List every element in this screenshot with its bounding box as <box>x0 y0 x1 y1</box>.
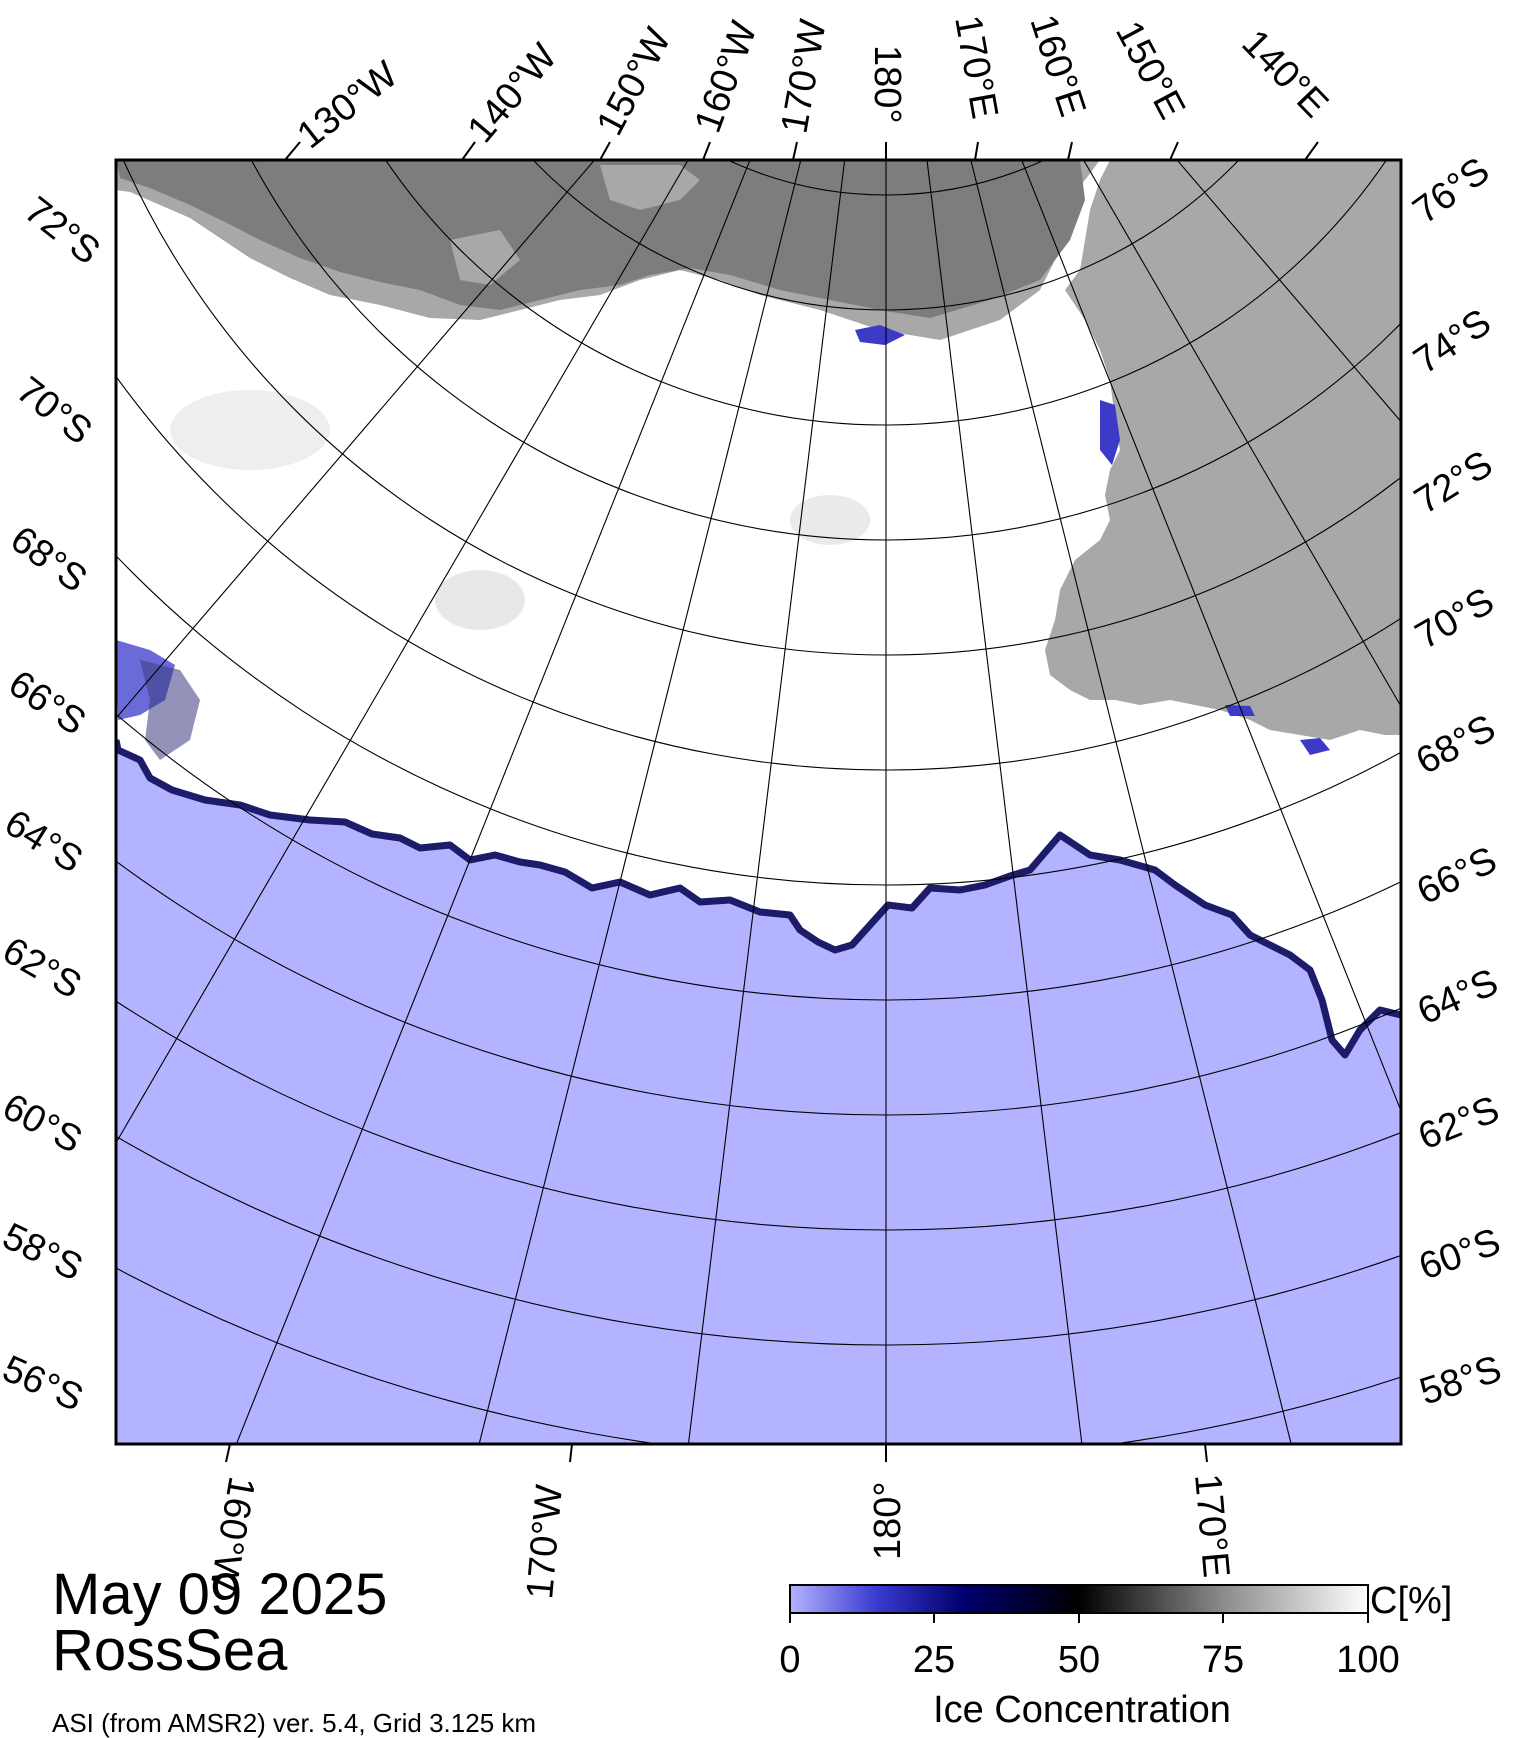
lat-label: 62°S <box>1413 1088 1506 1158</box>
lon-label: 150°E <box>1107 15 1193 127</box>
lat-label: 58°S <box>1415 1348 1507 1414</box>
colorbar: C[%] 0 25 50 75 100 Ice Concentration <box>779 1580 1452 1731</box>
polynya <box>1225 705 1255 716</box>
ice-texture <box>790 495 870 545</box>
colorbar-tick-label: 75 <box>1202 1639 1244 1681</box>
left-latitude-labels: 72°S 70°S 68°S 66°S 64°S 62°S 60°S 58°S … <box>0 189 108 1420</box>
lat-label: 68°S <box>3 518 95 601</box>
map-frame <box>114 158 1403 1446</box>
data-source: ASI (from AMSR2) ver. 5.4, Grid 3.125 km <box>52 1708 537 1738</box>
lon-label: 130°W <box>290 53 406 157</box>
lat-label: 60°S <box>0 1086 89 1162</box>
colorbar-tick-label: 25 <box>913 1639 955 1681</box>
map-region: RossSea <box>52 1618 288 1683</box>
lon-label: 180° <box>867 1481 909 1560</box>
lat-label: 72°S <box>1408 443 1500 523</box>
lat-label: 58°S <box>0 1215 89 1289</box>
colorbar-gradient <box>789 1584 1369 1614</box>
lon-label: 170°W <box>519 1483 571 1601</box>
right-latitude-labels: 76°S 74°S 72°S 70°S 68°S 66°S 64°S 62°S … <box>1406 150 1507 1414</box>
lon-label: 160°E <box>1021 10 1093 122</box>
lat-label: 76°S <box>1406 150 1498 233</box>
lat-label: 66°S <box>1 663 93 744</box>
lat-label: 64°S <box>1412 961 1505 1033</box>
lon-label: 140°W <box>460 36 566 151</box>
ice-texture <box>435 570 525 630</box>
colorbar-tick-label: 0 <box>779 1639 800 1681</box>
colorbar-tick-label: 100 <box>1336 1639 1399 1681</box>
frame-ticks <box>225 141 1319 1463</box>
lon-label: 180° <box>866 45 908 124</box>
colorbar-unit: C[%] <box>1370 1580 1452 1622</box>
lat-label: 74°S <box>1407 301 1499 382</box>
lat-label: 60°S <box>1414 1221 1506 1289</box>
lon-label: 150°W <box>589 21 680 142</box>
ross-ice-shelf <box>116 160 1085 318</box>
lat-label: 70°S <box>8 369 99 453</box>
polynya <box>855 325 905 345</box>
marginal-ice-zone <box>140 660 200 760</box>
polynya <box>1100 400 1120 465</box>
lat-label: 72°S <box>16 189 107 273</box>
land-patch <box>450 230 520 285</box>
polynya <box>1300 738 1330 755</box>
lon-label: 170°W <box>774 16 835 136</box>
ice-texture <box>170 390 330 470</box>
lat-label: 64°S <box>0 802 90 882</box>
land-highlight <box>600 165 700 210</box>
map-date: May 09 2025 <box>52 1562 388 1627</box>
lat-label: 62°S <box>0 929 88 1007</box>
lon-label: 170°E <box>1186 1472 1237 1579</box>
top-longitude-labels: 130°W 140°W 150°W 160°W 170°W 180° 170°E… <box>290 10 1336 157</box>
lon-label: 170°E <box>946 12 1005 122</box>
colorbar-label: Ice Concentration <box>933 1689 1231 1731</box>
lon-label: 140°E <box>1234 22 1336 126</box>
lon-label: 160°W <box>687 16 766 138</box>
colorbar-tick-label: 50 <box>1058 1639 1100 1681</box>
lat-label: 66°S <box>1411 839 1504 913</box>
lat-label: 70°S <box>1409 580 1502 658</box>
colorbar-ticks <box>789 1613 1369 1623</box>
lat-label: 68°S <box>1410 707 1503 783</box>
ice-edge-band <box>116 739 1401 1059</box>
lat-label: 56°S <box>0 1348 89 1420</box>
land-antarctica-east <box>1045 160 1401 740</box>
